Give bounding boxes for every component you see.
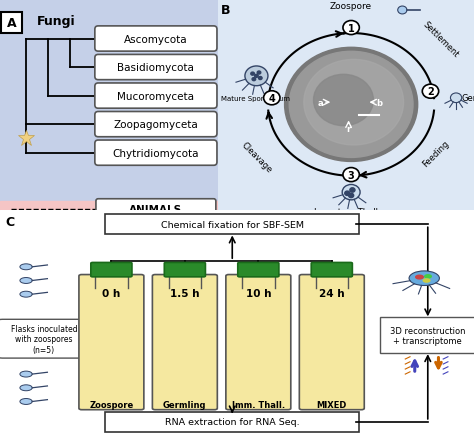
Text: 1: 1 <box>348 24 355 33</box>
FancyBboxPatch shape <box>95 27 217 52</box>
Circle shape <box>20 399 32 405</box>
Circle shape <box>350 188 355 193</box>
Circle shape <box>343 168 359 182</box>
Text: Zoospore: Zoospore <box>89 400 134 409</box>
Text: C: C <box>5 215 14 228</box>
FancyBboxPatch shape <box>95 55 217 81</box>
Text: 3: 3 <box>348 170 355 180</box>
FancyBboxPatch shape <box>164 263 205 277</box>
Text: Settlement: Settlement <box>421 20 460 59</box>
Circle shape <box>20 371 32 377</box>
Text: Immature Thallus: Immature Thallus <box>314 208 388 217</box>
Text: Zoospore: Zoospore <box>330 2 372 11</box>
FancyBboxPatch shape <box>95 112 217 138</box>
Circle shape <box>345 191 350 196</box>
Circle shape <box>416 276 423 279</box>
Text: Basidiomycota: Basidiomycota <box>118 63 194 73</box>
Circle shape <box>425 275 431 278</box>
Text: RNA extraction for RNA Seq.: RNA extraction for RNA Seq. <box>165 417 300 426</box>
Text: B: B <box>221 4 230 18</box>
Circle shape <box>258 77 262 81</box>
Circle shape <box>255 75 258 78</box>
Bar <box>95 276 128 289</box>
Text: a: a <box>318 99 323 107</box>
Text: Cleavage: Cleavage <box>239 141 273 175</box>
Circle shape <box>264 92 280 106</box>
Circle shape <box>422 85 438 99</box>
Text: b: b <box>376 99 383 107</box>
Text: 4: 4 <box>268 94 275 103</box>
FancyBboxPatch shape <box>226 275 291 410</box>
Circle shape <box>284 48 418 162</box>
Text: Germling: Germling <box>461 94 474 103</box>
Text: 3D reconstruction
+ transcriptome: 3D reconstruction + transcriptome <box>390 326 465 345</box>
Text: Imm. Thall.: Imm. Thall. <box>232 400 285 409</box>
FancyBboxPatch shape <box>91 263 132 277</box>
Circle shape <box>348 194 354 198</box>
FancyBboxPatch shape <box>300 275 365 410</box>
FancyBboxPatch shape <box>105 215 359 235</box>
FancyBboxPatch shape <box>311 263 352 277</box>
Text: Germling: Germling <box>163 400 207 409</box>
FancyBboxPatch shape <box>380 318 474 353</box>
Circle shape <box>313 75 374 126</box>
Bar <box>169 276 201 289</box>
Bar <box>0 201 218 219</box>
Circle shape <box>398 7 407 15</box>
Text: Mucoromyceta: Mucoromyceta <box>118 92 194 101</box>
Circle shape <box>343 21 359 35</box>
Circle shape <box>289 52 413 158</box>
Circle shape <box>423 279 430 283</box>
Circle shape <box>342 185 360 201</box>
Text: Ascomycota: Ascomycota <box>124 35 188 44</box>
Circle shape <box>20 385 32 391</box>
Text: Zoopagomyceta: Zoopagomyceta <box>114 120 198 130</box>
Circle shape <box>245 67 268 87</box>
FancyBboxPatch shape <box>79 275 144 410</box>
Text: A: A <box>7 17 17 30</box>
Bar <box>316 276 348 289</box>
Text: Fungi: Fungi <box>37 15 76 28</box>
FancyBboxPatch shape <box>0 320 90 358</box>
Text: r: r <box>346 125 351 134</box>
FancyBboxPatch shape <box>96 199 216 220</box>
FancyBboxPatch shape <box>153 275 217 410</box>
Circle shape <box>20 278 32 284</box>
Text: 24 h: 24 h <box>319 288 345 298</box>
Circle shape <box>409 271 439 286</box>
Text: 2: 2 <box>427 87 434 97</box>
Text: 10 h: 10 h <box>246 288 271 298</box>
Text: Chemical fixation for SBF-SEM: Chemical fixation for SBF-SEM <box>161 220 304 230</box>
FancyBboxPatch shape <box>105 412 359 432</box>
Circle shape <box>20 264 32 270</box>
Text: ANIMALS: ANIMALS <box>129 205 182 215</box>
Text: Chytridiomycota: Chytridiomycota <box>113 148 199 158</box>
Text: 1.5 h: 1.5 h <box>170 288 200 298</box>
Circle shape <box>257 72 261 75</box>
FancyBboxPatch shape <box>238 263 279 277</box>
Circle shape <box>304 60 403 145</box>
Bar <box>242 276 274 289</box>
Circle shape <box>251 73 255 76</box>
Text: Mature Sporangium: Mature Sporangium <box>220 95 290 102</box>
FancyBboxPatch shape <box>1 12 22 34</box>
FancyBboxPatch shape <box>95 141 217 166</box>
Circle shape <box>20 292 32 297</box>
Circle shape <box>252 78 255 81</box>
Text: Feeding: Feeding <box>420 138 451 168</box>
Text: MIXED: MIXED <box>317 400 347 409</box>
Text: 0 h: 0 h <box>102 288 120 298</box>
FancyBboxPatch shape <box>95 84 217 109</box>
Text: Flasks inoculated
with zoospores
(n=5): Flasks inoculated with zoospores (n=5) <box>10 324 77 354</box>
Circle shape <box>450 94 462 103</box>
